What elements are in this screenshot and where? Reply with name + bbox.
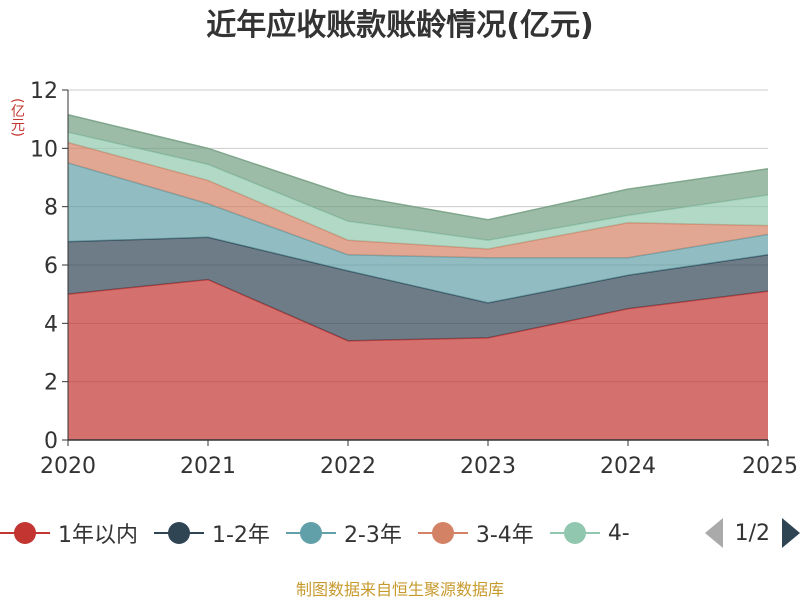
axis-layer: 0 2 4 6 8 10 12 2020 2021 2022 2023 2024 2025	[30, 79, 798, 479]
area-series-0	[68, 279, 768, 440]
y-tick-label: 12	[30, 79, 58, 104]
y-tick-label: 10	[30, 137, 58, 162]
legend-item-4[interactable]: 4-	[549, 520, 630, 546]
y-axis-unit-label: (亿元)	[9, 97, 25, 137]
legend: 1年以内 1-2年 2-3年 3-4年 4-	[0, 512, 800, 554]
area-series-3	[68, 142, 768, 258]
y-tick-label: 6	[44, 254, 58, 279]
legend-dot-icon	[168, 522, 190, 544]
legend-pager: 1/2	[704, 516, 800, 550]
legend-marker-icon	[549, 520, 600, 546]
x-tick-label: 2020	[40, 454, 96, 479]
y-tick-label: 4	[44, 312, 58, 337]
y-tick-label: 8	[44, 196, 58, 221]
x-tick-label: 2021	[180, 454, 236, 479]
legend-label: 2-3年	[343, 523, 402, 548]
legend-label: 4-	[607, 520, 630, 546]
area-edge-5	[67, 114, 769, 221]
area-layer	[67, 114, 769, 440]
y-tick-label: 2	[44, 371, 58, 396]
legend-label: 1年以内	[58, 523, 138, 548]
legend-dot-icon	[431, 522, 454, 544]
legend-marker-icon	[417, 520, 468, 546]
pager-prev-arrow-icon[interactable]	[704, 518, 723, 548]
legend-item-3[interactable]: 3-4年	[417, 517, 534, 549]
legend-item-2[interactable]: 2-3年	[285, 517, 402, 549]
source-footer: 制图数据来自恒生聚源数据库	[295, 580, 504, 599]
x-tick-label: 2023	[460, 454, 516, 479]
legend-marker-icon	[0, 520, 50, 546]
x-tick-label: 2025	[742, 454, 798, 479]
area-series-1	[68, 237, 768, 341]
x-tick-label: 2022	[320, 454, 376, 479]
pager-next-arrow-icon[interactable]	[782, 518, 800, 548]
area-series-2	[68, 162, 768, 303]
legend-item-0[interactable]: 1年以内	[0, 517, 138, 549]
chart-title: 近年应收账款账龄情况(亿元)	[206, 8, 594, 43]
x-tick-label: 2024	[600, 454, 656, 479]
legend-label: 1-2年	[212, 523, 270, 548]
area-series-5	[68, 114, 768, 241]
pager-text: 1/2	[734, 520, 770, 546]
area-chart: 0 2 4 6 8 10 12 2020 2021 2022 2023 2024 2025	[30, 79, 798, 479]
legend-marker-icon	[285, 520, 336, 546]
legend-dot-icon	[14, 522, 36, 544]
legend-marker-icon	[154, 520, 204, 546]
y-tick-label: 0	[44, 429, 58, 454]
legend-label: 3-4年	[475, 523, 534, 548]
legend-dot-icon	[563, 522, 586, 544]
legend-dot-icon	[299, 522, 322, 544]
legend-item-1[interactable]: 1-2年	[154, 517, 270, 549]
